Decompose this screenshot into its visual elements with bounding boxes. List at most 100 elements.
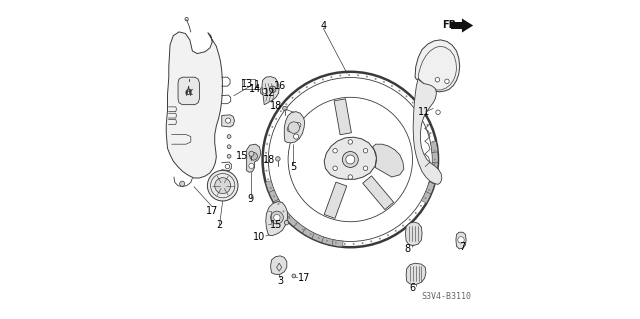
Text: 11: 11 <box>417 107 430 117</box>
Polygon shape <box>286 215 298 227</box>
Circle shape <box>265 152 267 154</box>
Polygon shape <box>262 77 279 105</box>
Circle shape <box>280 110 282 112</box>
Polygon shape <box>431 162 438 173</box>
Circle shape <box>383 81 385 83</box>
Circle shape <box>265 161 267 163</box>
Polygon shape <box>246 144 260 172</box>
Circle shape <box>207 170 238 201</box>
Polygon shape <box>406 222 422 246</box>
Text: 15: 15 <box>270 219 282 230</box>
Text: 1: 1 <box>253 79 260 90</box>
Circle shape <box>294 134 299 139</box>
Polygon shape <box>279 208 291 219</box>
Circle shape <box>420 205 422 207</box>
Polygon shape <box>269 190 278 202</box>
Text: 5: 5 <box>290 162 296 173</box>
Text: 7: 7 <box>459 242 465 252</box>
Circle shape <box>273 195 275 197</box>
Circle shape <box>434 163 436 165</box>
Circle shape <box>314 82 316 84</box>
Polygon shape <box>166 32 222 178</box>
Circle shape <box>269 86 276 93</box>
Circle shape <box>422 116 424 118</box>
Circle shape <box>227 154 231 158</box>
Circle shape <box>364 166 368 170</box>
Text: 2: 2 <box>216 220 223 230</box>
Circle shape <box>335 242 337 244</box>
Circle shape <box>431 181 433 182</box>
Text: 16: 16 <box>274 81 286 91</box>
Text: 12: 12 <box>264 87 276 98</box>
Circle shape <box>288 122 300 133</box>
Circle shape <box>275 118 277 120</box>
Polygon shape <box>266 202 287 235</box>
Text: 10: 10 <box>253 232 265 242</box>
Circle shape <box>434 159 436 160</box>
Circle shape <box>366 76 368 78</box>
Circle shape <box>424 197 426 199</box>
Circle shape <box>285 103 287 105</box>
Text: 17: 17 <box>298 273 310 283</box>
Circle shape <box>295 223 297 225</box>
Circle shape <box>429 132 431 134</box>
Text: 8: 8 <box>404 244 411 255</box>
Circle shape <box>346 155 355 164</box>
Circle shape <box>348 74 350 76</box>
Circle shape <box>249 151 254 156</box>
Circle shape <box>433 172 435 174</box>
Circle shape <box>406 95 408 97</box>
Circle shape <box>266 143 268 145</box>
Circle shape <box>322 78 324 80</box>
Polygon shape <box>432 152 438 163</box>
Circle shape <box>292 274 296 278</box>
Polygon shape <box>273 199 284 211</box>
Circle shape <box>399 90 401 92</box>
Circle shape <box>445 79 449 84</box>
Circle shape <box>262 88 268 93</box>
Polygon shape <box>324 137 376 179</box>
Circle shape <box>287 127 292 132</box>
Polygon shape <box>431 141 438 152</box>
Circle shape <box>417 108 419 110</box>
Circle shape <box>271 126 273 128</box>
Circle shape <box>409 219 411 221</box>
Polygon shape <box>413 78 442 184</box>
Circle shape <box>292 97 294 99</box>
Circle shape <box>342 152 358 167</box>
Circle shape <box>283 210 284 212</box>
Circle shape <box>227 135 231 138</box>
Circle shape <box>379 238 381 240</box>
Polygon shape <box>451 22 462 29</box>
Text: 9: 9 <box>247 194 253 204</box>
Polygon shape <box>294 222 306 233</box>
Polygon shape <box>334 99 351 135</box>
Polygon shape <box>312 233 324 242</box>
Polygon shape <box>462 19 473 33</box>
Text: FR.: FR. <box>442 20 460 30</box>
Polygon shape <box>266 181 275 192</box>
Circle shape <box>364 149 368 153</box>
Circle shape <box>249 163 254 168</box>
Circle shape <box>306 86 308 88</box>
Polygon shape <box>260 86 269 96</box>
Circle shape <box>289 217 291 219</box>
Circle shape <box>348 140 353 144</box>
Circle shape <box>357 74 359 76</box>
Text: S3V4-B3110: S3V4-B3110 <box>421 292 471 300</box>
Polygon shape <box>426 182 435 194</box>
Circle shape <box>268 134 270 136</box>
Circle shape <box>326 240 328 242</box>
Circle shape <box>310 233 312 235</box>
Circle shape <box>348 175 353 179</box>
Circle shape <box>302 229 304 231</box>
Circle shape <box>339 75 341 77</box>
Circle shape <box>225 164 230 169</box>
Text: 14: 14 <box>249 84 261 94</box>
Circle shape <box>278 203 280 205</box>
Circle shape <box>344 243 346 245</box>
Circle shape <box>402 225 404 226</box>
Circle shape <box>387 234 389 236</box>
Text: 3: 3 <box>277 276 283 286</box>
Circle shape <box>428 189 430 191</box>
